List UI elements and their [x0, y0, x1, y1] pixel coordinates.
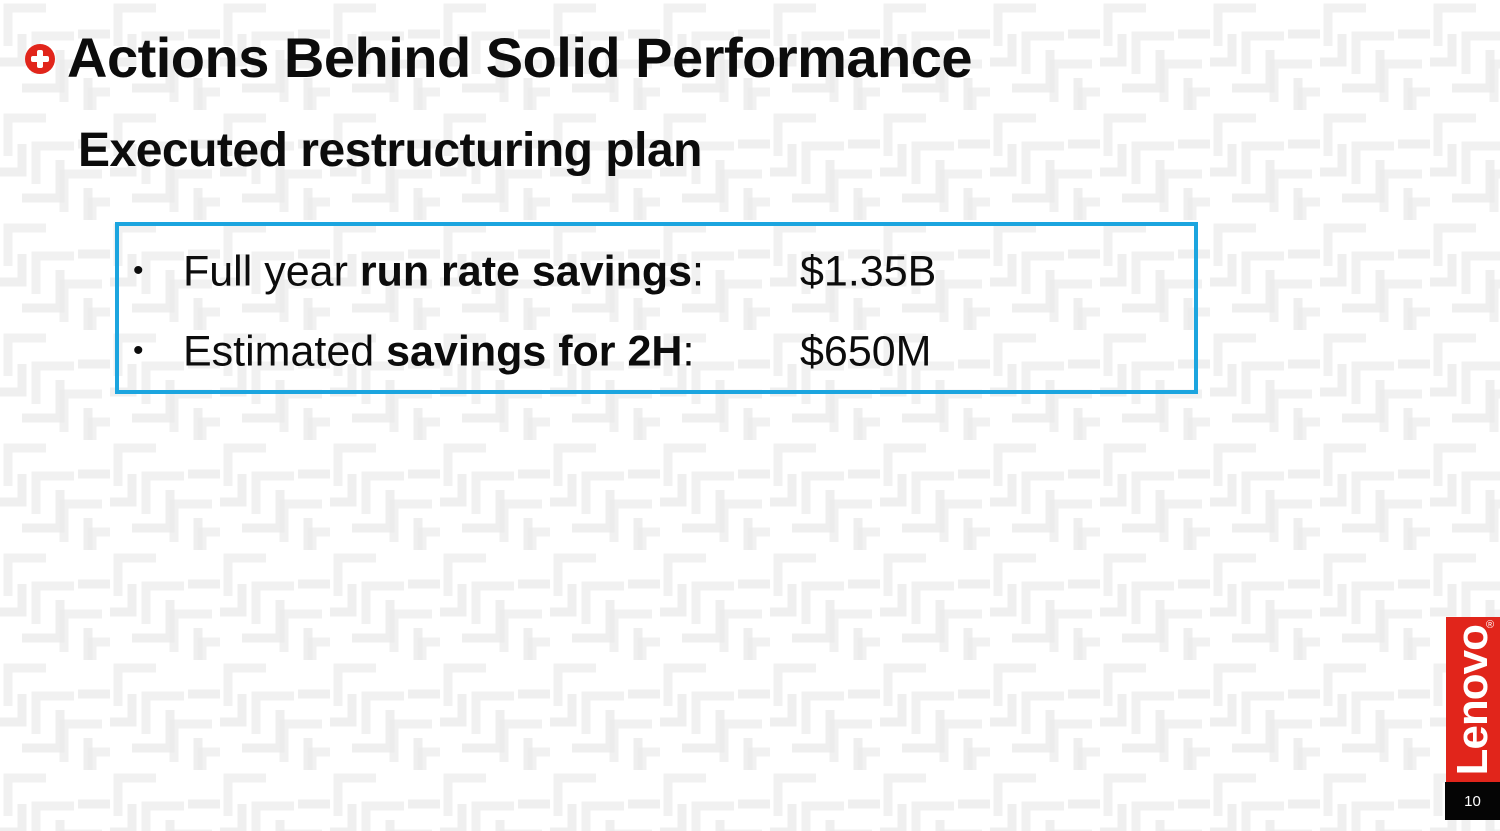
bullet-value: $1.35B	[800, 247, 937, 296]
bullet-label: Estimated savings for 2H:	[183, 327, 695, 376]
label-prefix: Estimated	[183, 327, 387, 376]
bullet-item-savings-2h: • Estimated savings for 2H: $650M	[119, 312, 1194, 392]
bullet-item-run-rate-savings: • Full year run rate savings: $1.35B	[119, 232, 1194, 312]
page-number: 10	[1464, 792, 1481, 810]
slide-title: Actions Behind Solid Performance	[67, 26, 973, 89]
plus-icon	[25, 44, 55, 74]
callout-box: • Full year run rate savings: $1.35B • E…	[115, 222, 1198, 394]
slide-subtitle: Executed restructuring plan	[78, 124, 702, 177]
page-number-box: 10	[1445, 782, 1500, 820]
bullet-marker: •	[133, 333, 144, 367]
label-bold: run rate savings	[359, 247, 693, 296]
label-colon: :	[682, 327, 695, 376]
label-colon: :	[692, 247, 704, 296]
bullet-value: $650M	[800, 327, 932, 376]
registered-trademark-icon: ®	[1486, 619, 1495, 631]
lenovo-logo: Lenovo	[1446, 617, 1500, 783]
lenovo-logo-text: Lenovo	[1448, 624, 1497, 776]
bullet-marker: •	[133, 253, 144, 287]
label-bold: savings for 2H	[386, 327, 683, 376]
bullet-label: Full year run rate savings:	[183, 247, 704, 296]
label-prefix: Full year	[183, 247, 360, 296]
